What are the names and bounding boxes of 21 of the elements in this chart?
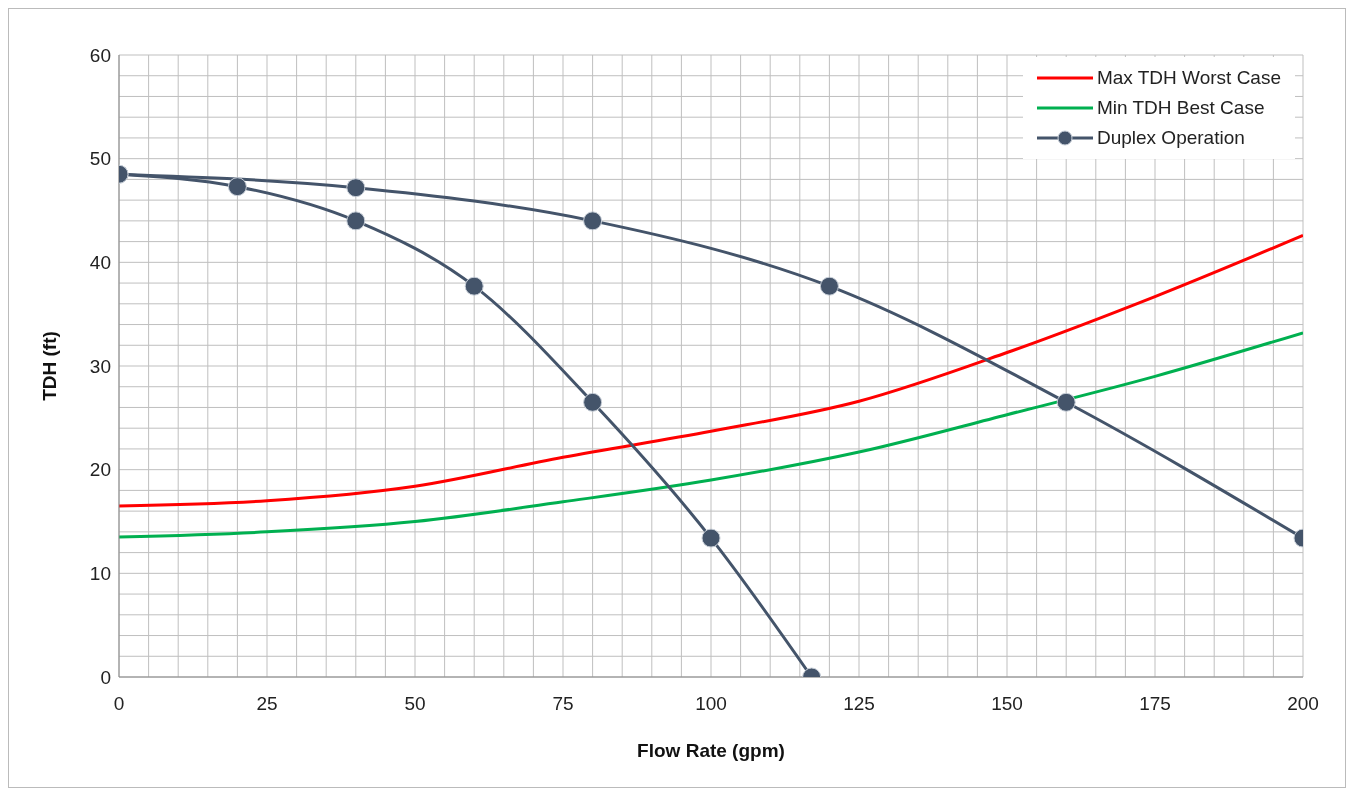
y-tick-label: 60 [89, 44, 111, 66]
x-tick-label: 0 [113, 693, 125, 715]
legend-label: Min TDH Best Case [1096, 97, 1265, 119]
x-tick-label: 125 [843, 693, 875, 715]
x-tick-label: 75 [552, 693, 574, 715]
x-tick-label: 200 [1287, 693, 1319, 715]
x-tick-label: 100 [695, 693, 727, 715]
legend-label: Max TDH Worst Case [1096, 67, 1281, 89]
legend-label: Duplex Operation [1096, 127, 1245, 149]
y-axis-title: TDH (ft) [38, 331, 60, 401]
y-tick-label: 40 [89, 252, 111, 274]
y-tick-label: 20 [89, 459, 111, 481]
x-tick-label: 150 [991, 693, 1023, 715]
x-tick-label: 50 [404, 693, 426, 715]
y-tick-label: 50 [89, 148, 111, 170]
x-tick-label: 25 [256, 693, 278, 715]
y-tick-label: 30 [89, 355, 111, 377]
x-axis-title: Flow Rate (gpm) [637, 740, 785, 761]
y-tick-label: 10 [89, 563, 111, 585]
y-tick-label: 0 [100, 666, 111, 688]
x-tick-label: 175 [1139, 693, 1171, 715]
